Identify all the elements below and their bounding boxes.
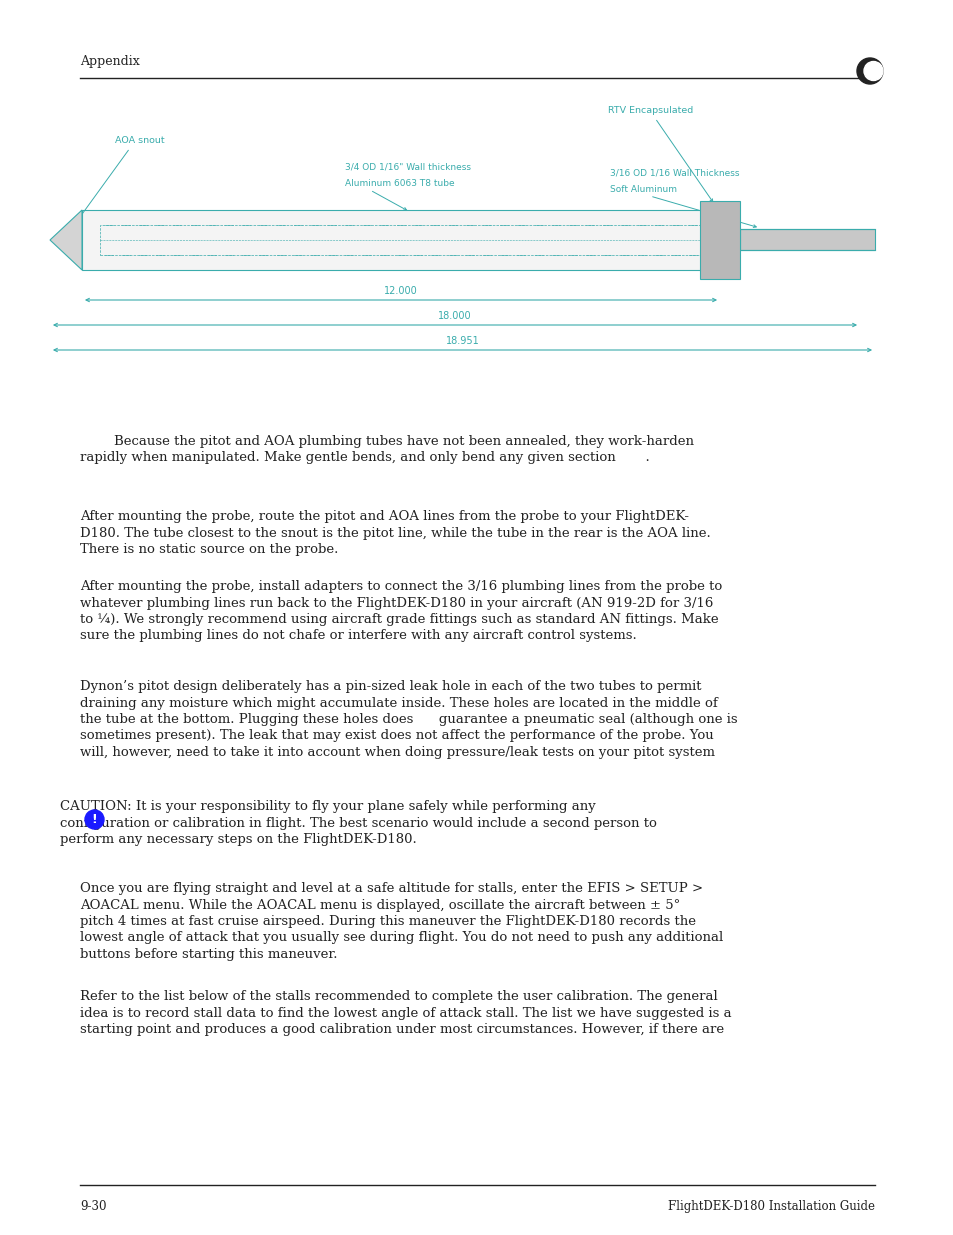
Circle shape — [863, 62, 882, 80]
Bar — [82, 210, 720, 270]
Text: Appendix: Appendix — [80, 56, 139, 68]
Circle shape — [856, 58, 882, 84]
Text: 3/4 OD 1/16" Wall thickness: 3/4 OD 1/16" Wall thickness — [345, 163, 471, 172]
Text: AOA snout: AOA snout — [115, 136, 165, 144]
Text: Once you are flying straight and level at a safe altitude for stalls, enter the : Once you are flying straight and level a… — [80, 882, 722, 961]
Text: Because the pitot and AOA plumbing tubes have not been annealed, they work-harde: Because the pitot and AOA plumbing tubes… — [80, 435, 693, 464]
Text: !: ! — [91, 813, 97, 826]
Text: RTV Encapsulated: RTV Encapsulated — [607, 106, 693, 115]
Circle shape — [85, 810, 104, 829]
Text: 12.000: 12.000 — [384, 287, 417, 296]
Text: After mounting the probe, install adapters to connect the 3/16 plumbing lines fr: After mounting the probe, install adapte… — [80, 580, 721, 642]
Text: 18.000: 18.000 — [437, 311, 472, 321]
Polygon shape — [50, 210, 82, 270]
Text: After mounting the probe, route the pitot and AOA lines from the probe to your F: After mounting the probe, route the pito… — [80, 510, 710, 556]
Bar — [740, 230, 874, 251]
Text: 9-30: 9-30 — [80, 1200, 107, 1213]
Text: Aluminum 6063 T8 tube: Aluminum 6063 T8 tube — [345, 179, 455, 188]
Bar — [700, 201, 740, 279]
Text: CAUTION: It is your responsibility to fly your plane safely while performing any: CAUTION: It is your responsibility to fl… — [60, 800, 657, 846]
Text: Refer to the list below of the stalls recommended to complete the user calibrati: Refer to the list below of the stalls re… — [80, 990, 731, 1036]
Text: Soft Aluminum: Soft Aluminum — [609, 185, 677, 194]
Text: Dynon’s pitot design deliberately has a pin-sized leak hole in each of the two t: Dynon’s pitot design deliberately has a … — [80, 680, 737, 760]
Bar — [100, 225, 701, 254]
Text: FlightDEK-D180 Installation Guide: FlightDEK-D180 Installation Guide — [667, 1200, 874, 1213]
Text: 18.951: 18.951 — [445, 336, 478, 346]
Text: 3/16 OD 1/16 Wall Thickness: 3/16 OD 1/16 Wall Thickness — [609, 169, 739, 178]
